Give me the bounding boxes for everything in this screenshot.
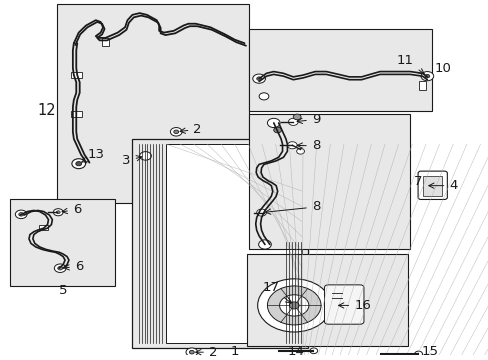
Circle shape xyxy=(185,348,197,356)
Bar xyxy=(71,111,82,117)
Circle shape xyxy=(170,127,182,136)
Bar xyxy=(57,4,249,203)
Circle shape xyxy=(19,213,23,216)
Text: 4: 4 xyxy=(428,179,457,192)
FancyBboxPatch shape xyxy=(324,285,363,324)
Circle shape xyxy=(58,266,62,270)
Text: 3: 3 xyxy=(122,154,142,167)
Text: 10: 10 xyxy=(434,62,450,75)
Bar xyxy=(246,254,407,346)
Text: 9: 9 xyxy=(297,113,320,126)
Circle shape xyxy=(267,118,280,127)
Circle shape xyxy=(420,72,433,81)
Circle shape xyxy=(309,348,317,354)
Text: 14: 14 xyxy=(286,345,304,357)
Circle shape xyxy=(273,127,281,133)
Circle shape xyxy=(424,75,429,78)
Text: 2: 2 xyxy=(180,123,202,136)
Text: 12: 12 xyxy=(38,103,56,118)
Circle shape xyxy=(53,209,63,216)
Text: 11: 11 xyxy=(396,54,424,74)
Circle shape xyxy=(15,210,27,219)
Circle shape xyxy=(293,114,301,120)
Text: 15: 15 xyxy=(421,345,437,357)
Circle shape xyxy=(76,162,81,166)
Bar xyxy=(418,81,426,90)
Bar xyxy=(422,176,442,195)
Circle shape xyxy=(289,302,299,309)
Text: 5: 5 xyxy=(59,284,67,297)
Bar xyxy=(166,144,302,343)
Circle shape xyxy=(173,130,178,134)
Bar xyxy=(71,72,82,78)
Text: 13: 13 xyxy=(81,148,104,162)
Bar xyxy=(39,225,48,230)
Text: 1: 1 xyxy=(230,345,239,357)
Circle shape xyxy=(72,159,85,168)
Text: 7: 7 xyxy=(413,175,422,188)
Circle shape xyxy=(54,264,66,273)
Circle shape xyxy=(296,148,304,154)
Circle shape xyxy=(258,240,271,249)
Text: 16: 16 xyxy=(338,299,370,312)
Text: 2: 2 xyxy=(195,346,217,359)
Circle shape xyxy=(256,77,261,80)
Bar xyxy=(10,199,115,286)
Circle shape xyxy=(252,74,265,83)
Circle shape xyxy=(256,209,266,216)
Circle shape xyxy=(267,286,321,325)
Circle shape xyxy=(56,211,60,213)
Bar xyxy=(249,29,431,111)
Text: 6: 6 xyxy=(62,203,81,216)
Circle shape xyxy=(189,350,194,354)
Bar xyxy=(249,114,409,249)
FancyBboxPatch shape xyxy=(417,171,447,199)
Text: 6: 6 xyxy=(64,260,83,273)
Circle shape xyxy=(287,142,297,149)
Text: 8: 8 xyxy=(265,201,320,214)
Bar xyxy=(102,38,109,46)
Circle shape xyxy=(140,152,151,160)
Circle shape xyxy=(259,93,268,100)
Circle shape xyxy=(414,351,422,357)
Text: 17: 17 xyxy=(262,281,290,303)
Circle shape xyxy=(257,279,330,332)
Circle shape xyxy=(279,295,308,316)
Text: 8: 8 xyxy=(297,139,320,153)
Circle shape xyxy=(288,118,298,125)
Bar xyxy=(132,139,307,348)
